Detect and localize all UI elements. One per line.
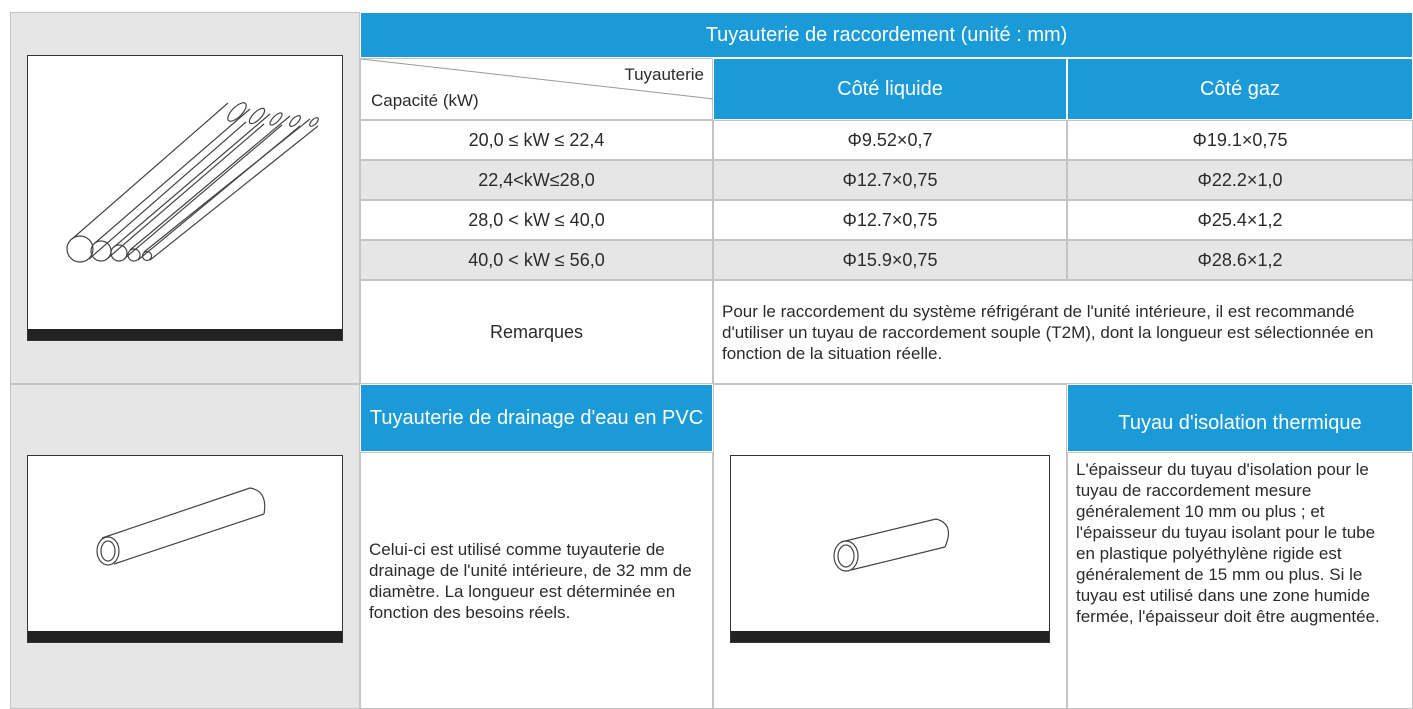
remarks-text: Pour le raccordement du système réfrigér… <box>713 280 1413 384</box>
corner-bottom: Capacité (kW) <box>371 91 479 110</box>
table-cell: 28,0 < kW ≤ 40,0 <box>360 200 713 240</box>
insulation-image <box>730 455 1050 643</box>
table-cell: 20,0 ≤ kW ≤ 22,4 <box>360 120 713 160</box>
pipes-image <box>27 55 343 341</box>
table-title: Tuyauterie de raccordement (unité : mm) <box>360 12 1413 58</box>
table-cell: Φ15.9×0,75 <box>713 240 1067 280</box>
corner-top: Tuyauterie <box>624 65 704 84</box>
corner-cell: Tuyauterie Capacité (kW) <box>360 58 714 120</box>
insulation-title: Tuyau d'isolation thermique <box>1067 384 1413 452</box>
table-cell: 40,0 < kW ≤ 56,0 <box>360 240 713 280</box>
table-cell: 22,4<kW≤28,0 <box>360 160 713 200</box>
drain-title: Tuyauterie de drainage d'eau en PVC <box>360 384 713 452</box>
column-header: Côté gaz <box>1067 58 1413 120</box>
drain-pipe-image <box>27 455 343 643</box>
table-cell: Φ12.7×0,75 <box>713 160 1067 200</box>
insulation-text: L'épaisseur du tuyau d'isolation pour le… <box>1067 452 1413 709</box>
table-cell: Φ19.1×0,75 <box>1067 120 1413 160</box>
table-cell: Φ25.4×1,2 <box>1067 200 1413 240</box>
column-header: Côté liquide <box>713 58 1067 120</box>
remarks-label: Remarques <box>360 280 713 384</box>
table-cell: Φ22.2×1,0 <box>1067 160 1413 200</box>
table-cell: Φ12.7×0,75 <box>713 200 1067 240</box>
table-cell: Φ9.52×0,7 <box>713 120 1067 160</box>
drain-text: Celui-ci est utilisé comme tuyauterie de… <box>360 452 713 709</box>
diagonal <box>361 59 714 100</box>
table-cell: Φ28.6×1,2 <box>1067 240 1413 280</box>
